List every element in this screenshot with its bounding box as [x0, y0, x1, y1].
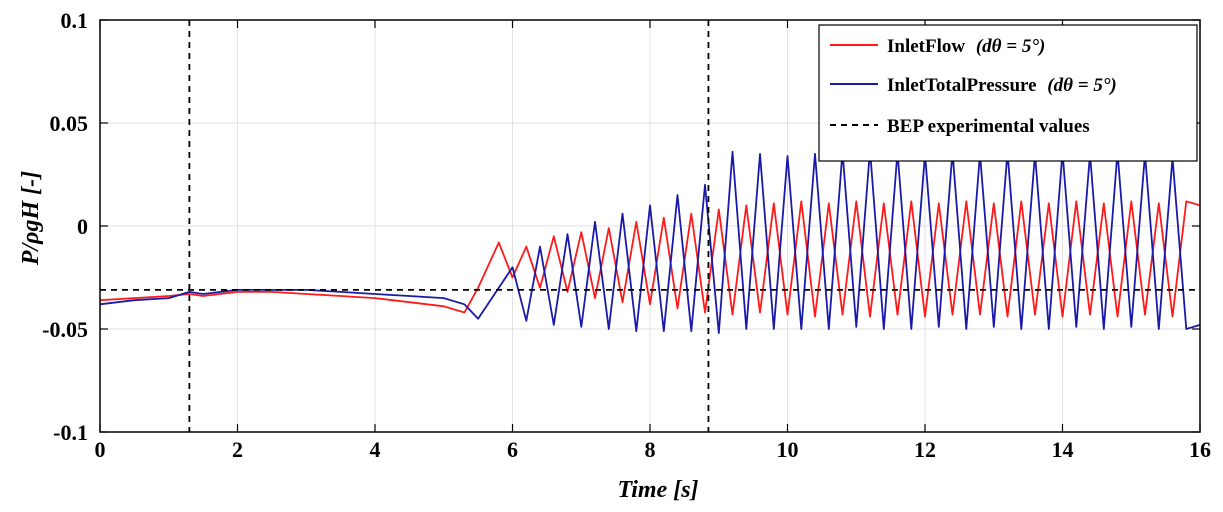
legend-entry-inlettotalpressure: InletTotalPressure (dθ = 5°) [887, 75, 1117, 96]
series-layer [99, 148, 1201, 335]
legend: InletFlow (dθ = 5°) InletTotalPressure (… [818, 24, 1198, 162]
x-tick-label: 16 [1189, 437, 1211, 462]
y-tick-label: -0.1 [53, 420, 88, 445]
x-tick-label: 2 [232, 437, 243, 462]
reference-lines [100, 20, 1200, 432]
x-tick-label: 4 [370, 437, 381, 462]
series-line-inlettotalpressure [99, 148, 1201, 335]
y-tick-label: 0.1 [61, 8, 89, 33]
axis-ticks: 0 2 4 6 8 10 12 14 16 -0.1 -0.05 0 0.05 0.1 [42, 8, 1211, 462]
y-tick-label: 0.05 [50, 111, 89, 136]
x-tick-label: 12 [914, 437, 936, 462]
y-tick-label: -0.05 [42, 317, 88, 342]
x-axis-label: Time [s] [617, 477, 698, 503]
legend-label-bep: BEP experimental values [887, 116, 1090, 137]
legend-box [818, 24, 1198, 162]
y-tick-label: 0 [77, 214, 88, 239]
legend-entry-inletflow: InletFlow (dθ = 5°) [887, 36, 1045, 57]
legend-label-inletflow: InletFlow [887, 36, 965, 57]
x-tick-label: 10 [777, 437, 799, 462]
x-tick-label: 14 [1052, 437, 1074, 462]
legend-label-inlettotalpressure: InletTotalPressure [887, 75, 1037, 96]
legend-suffix-inlettotalpressure: (dθ = 5°) [1047, 75, 1116, 96]
x-tick-label: 8 [645, 437, 656, 462]
legend-suffix-inletflow: (dθ = 5°) [976, 36, 1045, 57]
y-axis-label: P/ρgH [-] [18, 171, 44, 266]
x-tick-label: 0 [95, 437, 106, 462]
series-line-inletflow [99, 200, 1201, 318]
x-tick-label: 6 [507, 437, 518, 462]
